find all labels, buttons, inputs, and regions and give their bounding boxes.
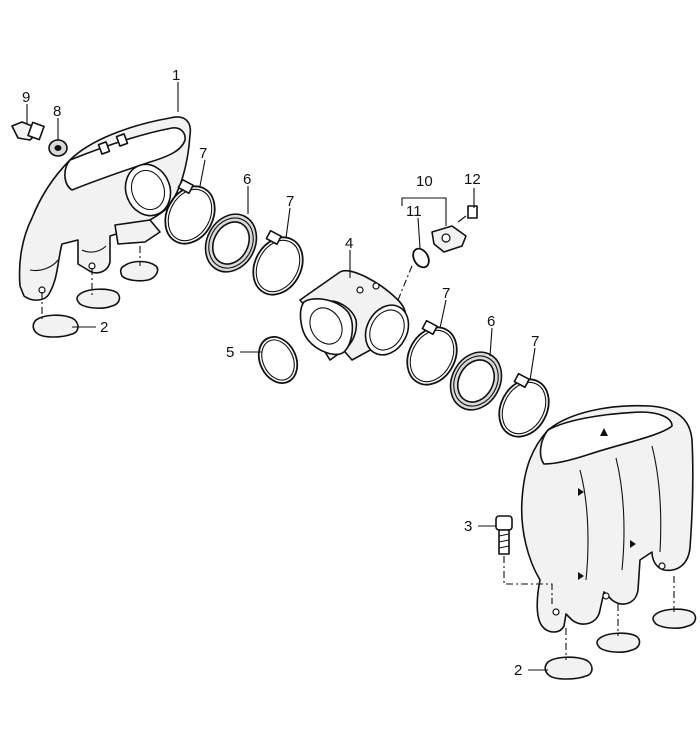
part-2-gaskets-lower bbox=[544, 608, 697, 680]
callout-7-d: 7 bbox=[531, 333, 539, 350]
alignment-lines bbox=[41, 246, 675, 660]
callout-7-b: 7 bbox=[286, 193, 294, 210]
part-9-sensor bbox=[11, 121, 45, 141]
callout-4: 4 bbox=[345, 235, 353, 252]
callout-7-c: 7 bbox=[442, 285, 450, 302]
callout-12: 12 bbox=[464, 171, 481, 188]
part-11-o-ring bbox=[412, 247, 430, 269]
callout-3: 3 bbox=[464, 518, 472, 535]
callout-8: 8 bbox=[53, 103, 61, 120]
part-5-sealing-ring bbox=[257, 336, 299, 384]
part-7-hose-clamp-a bbox=[164, 178, 216, 245]
part-6-coupling-a bbox=[204, 213, 258, 273]
part-12-screw bbox=[457, 205, 478, 223]
callout-9: 9 bbox=[22, 89, 30, 106]
callout-5: 5 bbox=[226, 344, 234, 361]
part-7-hose-clamp-d bbox=[498, 372, 550, 438]
part-4-connector-tube bbox=[299, 269, 410, 361]
callout-7-a: 7 bbox=[199, 145, 207, 162]
callout-2-upper: 2 bbox=[100, 319, 108, 336]
callout-1: 1 bbox=[172, 67, 180, 84]
callout-6-a: 6 bbox=[243, 171, 251, 188]
callout-11: 11 bbox=[406, 203, 422, 220]
callout-6-b: 6 bbox=[487, 313, 495, 330]
part-6-coupling-b bbox=[449, 351, 503, 411]
part-1-intake-housing bbox=[18, 116, 192, 301]
callout-10: 10 bbox=[416, 173, 433, 190]
part-8-grommet bbox=[48, 139, 68, 157]
lower-intake-manifold bbox=[520, 404, 694, 633]
part-2-gaskets-upper bbox=[32, 260, 159, 338]
part-3-bolt bbox=[495, 515, 513, 555]
callout-labels: 1 9 8 7 6 7 4 10 11 12 7 6 7 5 2 3 2 bbox=[22, 67, 539, 679]
part-7-hose-clamp-b bbox=[252, 229, 304, 296]
part-10-pressure-sensor bbox=[431, 225, 467, 253]
leader-lines bbox=[26, 82, 548, 671]
part-7-hose-clamp-c bbox=[406, 319, 458, 386]
callout-2-lower: 2 bbox=[514, 662, 522, 679]
